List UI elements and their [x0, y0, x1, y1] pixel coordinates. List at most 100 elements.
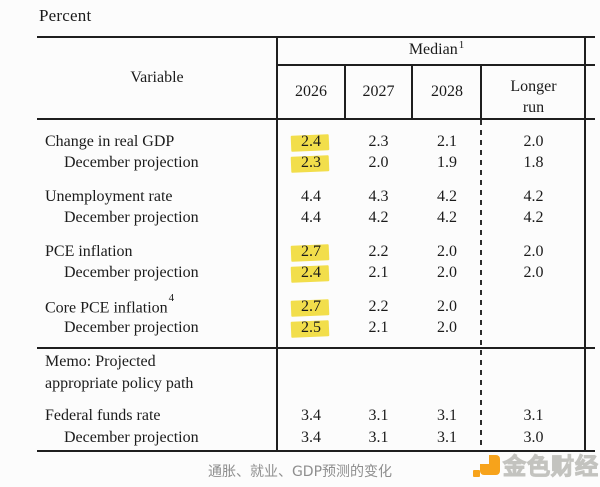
value-text: 2.0 — [437, 319, 457, 337]
value-text: 2.1 — [368, 264, 389, 282]
value-text: 3.1 — [523, 407, 544, 424]
memo-label-line2: appropriate policy path — [45, 375, 194, 392]
row-label-text: December projection — [64, 429, 199, 446]
value-text: 2.4 — [301, 132, 321, 150]
year-header-2027: 2027 — [362, 82, 395, 100]
memo-rows-section: Federal funds rate 3.4 3.1 3.1 3.1 December p… — [37, 405, 585, 449]
table-row: December projection 2.3 2.0 1.9 1.8 — [37, 153, 585, 175]
row-label: December projection — [37, 264, 277, 282]
value-cell: 3.4 — [277, 407, 345, 425]
row-footnote-marker: 4 — [168, 291, 175, 304]
table-right-border — [584, 36, 586, 452]
row-label-text: December projection — [64, 319, 199, 337]
memo-label: Memo: Projected appropriate policy path — [37, 351, 307, 395]
value-text: 2.0 — [368, 154, 389, 172]
value-text: 4.2 — [437, 209, 457, 227]
value-cell: 3.1 — [345, 407, 412, 425]
value-text: 2.0 — [523, 264, 544, 282]
row-label: Change in real GDP — [37, 133, 277, 151]
value-text: 3.1 — [437, 407, 457, 424]
brand-name: 金色财经 — [503, 454, 599, 481]
row-label-text: PCE inflation — [45, 242, 133, 260]
value-cell: 2.3 — [277, 154, 345, 174]
value-cell: 4.2 — [482, 209, 585, 227]
value-cell: 1.9 — [412, 154, 482, 172]
value-text: 2.7 — [301, 242, 321, 260]
value-text: 1.9 — [437, 154, 457, 172]
row-label-text: Federal funds rate — [45, 407, 161, 424]
median-header-text: Median — [408, 41, 458, 58]
value-text: 2.4 — [301, 264, 321, 282]
value-cell: 2.0 — [345, 154, 412, 172]
value-text: 3.1 — [368, 407, 389, 424]
value-cell: 2.3 — [345, 133, 412, 151]
value-text: 2.0 — [437, 242, 457, 260]
value-text: 4.2 — [437, 187, 457, 205]
median-header: Median 1 — [277, 36, 595, 64]
value-text: 3.1 — [368, 429, 389, 446]
value-cell: 3.0 — [482, 429, 585, 447]
value-text: 2.2 — [368, 297, 389, 315]
variable-column-separator — [276, 36, 278, 452]
main-rows-section: Change in real GDP 2.4 2.3 2.1 2.0 December p… — [37, 131, 585, 339]
row-label-text: December projection — [64, 209, 199, 227]
value-text: 3.0 — [523, 429, 544, 446]
value-cell: 2.7 — [277, 297, 345, 317]
value-text: 2.5 — [301, 319, 321, 337]
longer-run-dashed-separator — [480, 120, 482, 450]
row-label-text: December projection — [64, 264, 199, 282]
value-cell: 2.2 — [345, 243, 412, 261]
table-row: Core PCE inflation4 2.7 2.2 2.0 — [37, 292, 585, 318]
median-underline — [277, 64, 595, 66]
value-cell: 2.7 — [277, 242, 345, 262]
table-row: December projection 2.5 2.1 2.0 — [37, 318, 585, 340]
table-bottom-border — [37, 450, 595, 453]
value-cell: 2.2 — [345, 298, 412, 316]
memo-label-line1: Memo: Projected — [45, 353, 156, 370]
value-text: 4.2 — [523, 209, 544, 227]
value-cell: 3.1 — [412, 407, 482, 425]
row-label-text: Unemployment rate — [45, 187, 173, 205]
row-label: December projection — [37, 429, 277, 447]
value-text: 3.4 — [301, 407, 321, 424]
brand-icon — [473, 454, 500, 477]
value-text: 1.8 — [523, 154, 544, 172]
row-label: PCE inflation — [37, 243, 277, 261]
table-row: Federal funds rate 3.4 3.1 3.1 3.1 — [37, 405, 585, 427]
value-cell: 2.4 — [277, 132, 345, 152]
value-text: 2.3 — [301, 154, 321, 172]
value-cell: 2.0 — [482, 264, 585, 282]
value-cell: 2.4 — [277, 264, 345, 284]
value-cell: 4.4 — [277, 209, 345, 227]
year-header-2028: 2028 — [431, 82, 463, 100]
value-text: 2.3 — [368, 132, 389, 150]
value-text: 2.0 — [437, 297, 457, 315]
header-bottom-border — [37, 118, 595, 120]
table-row: Change in real GDP 2.4 2.3 2.1 2.0 — [37, 131, 585, 153]
longer-run-header: Longer run — [510, 78, 557, 116]
unit-label: Percent — [39, 6, 92, 25]
table-row: Unemployment rate 4.4 4.3 4.2 4.2 — [37, 186, 585, 208]
value-cell: 2.0 — [412, 243, 482, 261]
row-label: Core PCE inflation4 — [37, 292, 277, 317]
year-header-2026: 2026 — [295, 82, 327, 100]
value-cell: 2.0 — [412, 298, 482, 316]
row-label: Unemployment rate — [37, 188, 277, 206]
caption: 通胀、就业、GDP预测的变化 — [207, 464, 393, 480]
row-label: December projection — [37, 154, 277, 172]
value-text: 2.7 — [301, 297, 321, 315]
value-text: 4.2 — [523, 187, 544, 205]
value-text: 2.2 — [368, 242, 389, 260]
value-text: 4.3 — [368, 187, 389, 205]
median-footnote-marker: 1 — [458, 39, 465, 51]
value-cell: 3.1 — [412, 429, 482, 447]
row-label: December projection — [37, 319, 277, 337]
value-cell: 4.2 — [412, 188, 482, 206]
value-text: 4.4 — [301, 209, 321, 227]
value-cell: 4.2 — [482, 188, 585, 206]
value-cell: 3.1 — [345, 429, 412, 447]
value-cell: 1.8 — [482, 154, 585, 172]
row-label-text: Change in real GDP — [45, 132, 175, 150]
row-label: Federal funds rate — [37, 407, 277, 425]
